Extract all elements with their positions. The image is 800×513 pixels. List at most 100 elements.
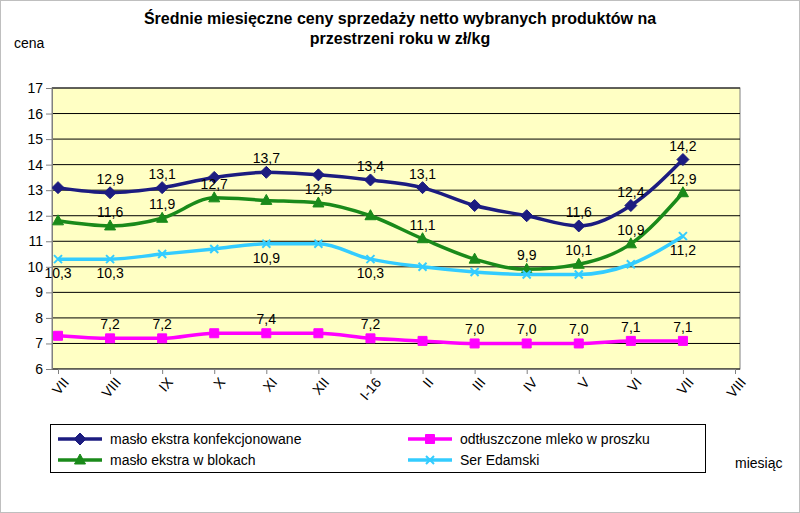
y-axis: 67891011121314151617 [27,80,52,377]
plot-area [52,88,740,369]
data-label: 10,1 [565,242,592,258]
series-marker [54,331,63,340]
series-marker [419,263,427,271]
x-tick-mark [631,369,632,374]
legend-label: odtłuszczone mleko w proszku [460,431,650,447]
x-tick-mark [475,369,476,374]
data-label: 7,1 [621,319,641,335]
series-line [58,333,683,343]
grid [52,88,740,369]
y-tick-mark [46,190,52,191]
x-tick-label: VIII [98,374,124,400]
series-line [58,193,683,270]
data-label: 11,6 [566,204,592,220]
x-tick: X [210,369,229,392]
data-label: 11,9 [149,196,175,212]
series-marker [677,154,689,166]
series-marker [418,336,427,345]
data-label: 7,2 [152,316,172,332]
chart-border [1,1,800,513]
series-marker [54,255,62,263]
series-marker [523,270,531,278]
legend-entry: Ser Edamski [408,452,539,468]
series-marker [52,182,64,194]
y-tick: 6 [35,361,52,377]
grid-line [52,266,740,267]
series-marker [365,210,376,220]
y-tick-label: 10 [27,259,43,275]
legend-marker [426,435,435,444]
data-label: 12,9 [96,171,123,187]
y-tick-label: 17 [27,80,43,96]
x-tick-mark [58,369,59,374]
y-tick-label: 15 [27,131,43,147]
x-tick: VII [674,369,697,398]
series-marker [574,339,583,348]
y-tick-label: 11 [28,233,43,249]
series-marker [625,238,636,248]
data-label: 10,3 [96,265,123,281]
x-tick-label: VI [624,374,645,394]
grid-line [52,292,740,293]
y-tick-label: 14 [27,157,43,173]
grid-line [52,88,740,89]
legend-box [51,425,706,473]
x-tick: V [574,369,593,392]
data-label: 10,3 [44,265,71,281]
legend-entry: masło ekstra konfekcjonowane [58,431,302,447]
series-marker [314,240,322,248]
data-label: 9,9 [517,247,537,263]
series-marker [469,253,480,263]
y-tick: 16 [27,106,52,122]
grid-line [52,139,740,140]
y-tick: 7 [35,335,52,351]
data-label: 13,4 [357,158,384,174]
series-marker [364,174,376,186]
series-marker [104,187,116,199]
legend-marker [75,454,86,464]
series-marker [262,329,271,338]
series-marker [209,192,220,202]
x-tick-mark [370,369,371,374]
y-tick: 9 [35,284,52,300]
data-label: 7,0 [465,321,485,337]
plot-marks [52,154,689,348]
x-tick-mark [214,369,215,374]
data-label: 10,3 [357,265,384,281]
x-tick-label: V [574,374,593,392]
x-tick-mark [110,369,111,374]
x-tick: II [419,369,436,391]
series-marker [314,329,323,338]
grid-line [52,343,740,344]
series-marker [625,200,637,212]
x-axis: VIIVIIIIXXXIXIII-16IIIIIIVVVIVIIVIII [49,369,749,403]
x-tick-mark [423,369,424,374]
data-label: 11,6 [97,204,123,220]
series-marker [106,334,115,343]
series-marker [210,245,218,253]
series-marker [469,200,481,212]
y-tick-mark [46,241,52,242]
series-marker [260,166,272,178]
data-label: 12,4 [617,184,644,200]
series-marker [679,232,687,240]
x-tick-label: XI [259,374,280,394]
chart: Średnie miesięczne ceny sprzedaży netto … [0,0,800,513]
x-tick: I-16 [357,369,385,403]
series-marker [522,339,531,348]
data-label: 7,4 [257,311,277,327]
x-tick: IV [520,369,541,395]
y-tick-mark [46,369,52,370]
data-label: 7,2 [100,316,120,332]
y-tick: 15 [27,131,52,147]
x-tick: IX [155,369,176,395]
series-marker [106,255,114,263]
series-marker [575,270,583,278]
series-marker [105,220,116,230]
data-label: 10,9 [617,222,644,238]
legend-marker [426,456,434,464]
legend-marker [74,433,86,445]
y-tick: 11 [28,233,52,249]
x-tick-mark [683,369,684,374]
series-marker [313,197,324,207]
